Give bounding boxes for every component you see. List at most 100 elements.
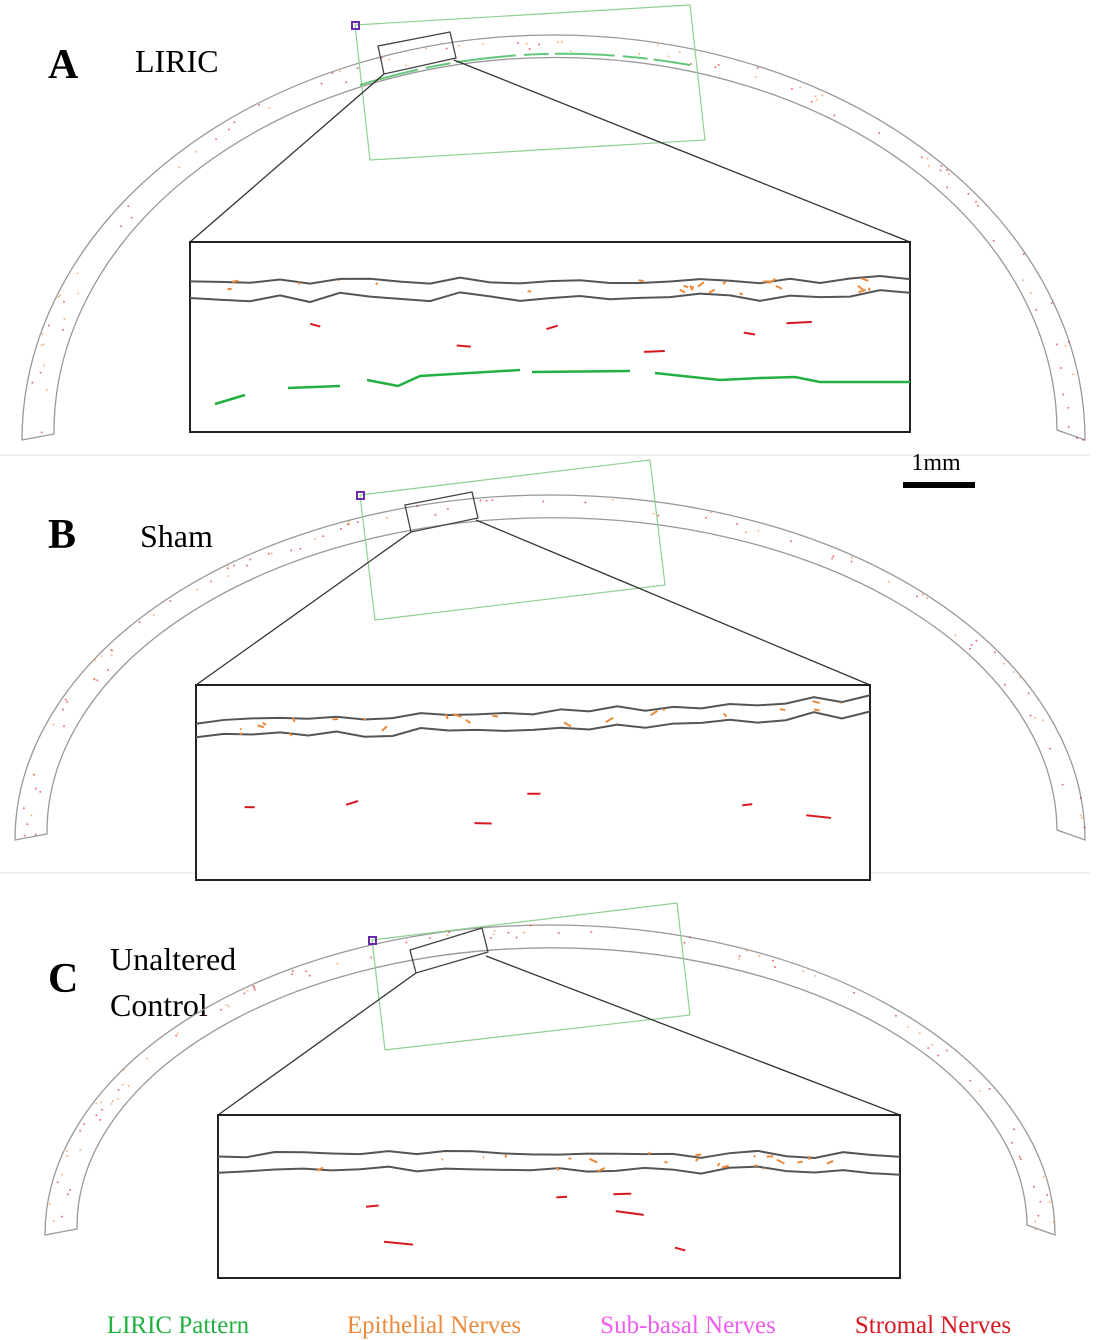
nerve-dot — [110, 1102, 113, 1105]
epithelial-nerve — [813, 708, 820, 712]
nerve-dot — [940, 164, 943, 167]
nerve-dot — [887, 580, 890, 583]
nerve-dot — [1022, 252, 1025, 255]
nerve-dot — [970, 643, 973, 646]
nerve-dot — [83, 1123, 86, 1126]
stromal-nerve — [556, 1195, 568, 1199]
epithelial-nerve — [381, 725, 388, 732]
nerve-dot — [445, 47, 448, 50]
nerve-dot — [921, 593, 924, 596]
nerve-dot — [832, 555, 835, 558]
nerve-dot — [853, 991, 856, 994]
nerve-dot — [226, 564, 229, 567]
nerve-dot — [338, 70, 341, 73]
panel-label: Sham — [140, 518, 213, 554]
nerve-dot — [1049, 747, 1052, 750]
nerve-dot — [638, 52, 641, 55]
epithelial-nerve — [762, 1167, 766, 1170]
nerve-dot — [754, 76, 757, 79]
nerve-dot — [652, 512, 655, 515]
nerve-dot — [975, 639, 978, 642]
panel-letter: A — [48, 42, 79, 88]
nerve-dot — [252, 985, 255, 988]
nerve-dot — [30, 814, 33, 817]
marker — [368, 936, 377, 945]
nerve-dot — [927, 1047, 930, 1050]
panel-label: Unaltered — [110, 941, 236, 977]
epithelial-nerve — [722, 281, 727, 285]
nerve-dot — [203, 1013, 206, 1016]
nerve-dot — [308, 974, 311, 977]
nerve-dot — [345, 81, 348, 84]
nerve-dot — [62, 725, 65, 728]
nerve-dot — [458, 44, 461, 47]
nerve-dot — [52, 723, 55, 726]
nerve-dot — [485, 499, 488, 502]
nerve-dot — [528, 47, 531, 50]
epithelial-nerve — [812, 700, 821, 704]
nerve-dot — [79, 1129, 82, 1132]
nerve-dot — [482, 42, 485, 45]
nerve-dot — [196, 588, 199, 591]
nerve-dot — [446, 934, 449, 937]
epithelial-nerve — [775, 285, 783, 290]
nerve-dot — [717, 64, 720, 67]
nerve-dot — [94, 659, 97, 662]
epithelial-nerve — [695, 1157, 700, 1162]
nerve-dot — [56, 1181, 59, 1184]
nerve-dot — [878, 132, 881, 135]
panel-label: LIRIC — [135, 43, 219, 79]
epithelial-nerve — [649, 709, 659, 717]
cornea — [21, 34, 1086, 441]
nerve-dot — [1010, 1141, 1013, 1144]
scale-bar-label: 1mm — [911, 450, 961, 476]
nerve-dot — [428, 937, 431, 940]
zoom-line — [195, 531, 412, 686]
epithelial-nerve — [444, 713, 449, 720]
nerve-dot — [110, 649, 113, 652]
nerve-dot — [1042, 719, 1045, 722]
scan-area — [359, 459, 666, 621]
nerve-dot — [100, 655, 103, 658]
nerve-dot — [705, 516, 708, 519]
nerve-dot — [178, 166, 181, 169]
legend-label: Stromal Nerves — [855, 1312, 1011, 1339]
nerve-dot — [404, 64, 407, 67]
nerve-dot — [66, 700, 69, 703]
nerve-dot — [226, 567, 229, 570]
nerve-dot — [65, 1149, 68, 1152]
epithelial-nerve — [239, 732, 243, 736]
panel: C Unaltered Control — [44, 902, 1056, 1279]
nerve-dot — [215, 138, 218, 141]
epithelial-nerve — [664, 1160, 668, 1164]
nerve-dot — [831, 557, 834, 560]
nerve-dot — [738, 958, 741, 961]
nerve-dot — [111, 1100, 114, 1103]
nerve-dot — [249, 558, 252, 561]
nerve-dot — [736, 523, 739, 526]
nerve-dot — [894, 1014, 897, 1017]
nerve-dot — [99, 1101, 102, 1104]
nerve-dot — [34, 833, 37, 836]
nerve-dot — [757, 529, 760, 532]
nerve-dot — [127, 205, 130, 208]
legend-label: LIRIC Pattern — [107, 1312, 250, 1339]
nerve-dot — [1081, 816, 1084, 819]
nerve-dot — [225, 1003, 228, 1006]
inset — [189, 241, 911, 433]
nerve-dot — [209, 580, 212, 583]
nerve-dot — [194, 150, 197, 153]
nerve-dot — [1061, 783, 1064, 786]
cornea — [44, 924, 1056, 1236]
nerve-dot — [227, 1005, 230, 1008]
stromal-nerve — [674, 1246, 686, 1252]
nerve-dot — [48, 1202, 51, 1205]
nerve-dot — [1004, 683, 1007, 686]
stromal-nerve — [615, 1210, 644, 1216]
inset — [195, 684, 871, 881]
nerve-dot — [789, 540, 792, 543]
nerve-dot — [176, 1032, 179, 1035]
nerve-dot — [969, 1079, 972, 1082]
nerve-dot — [305, 970, 308, 973]
